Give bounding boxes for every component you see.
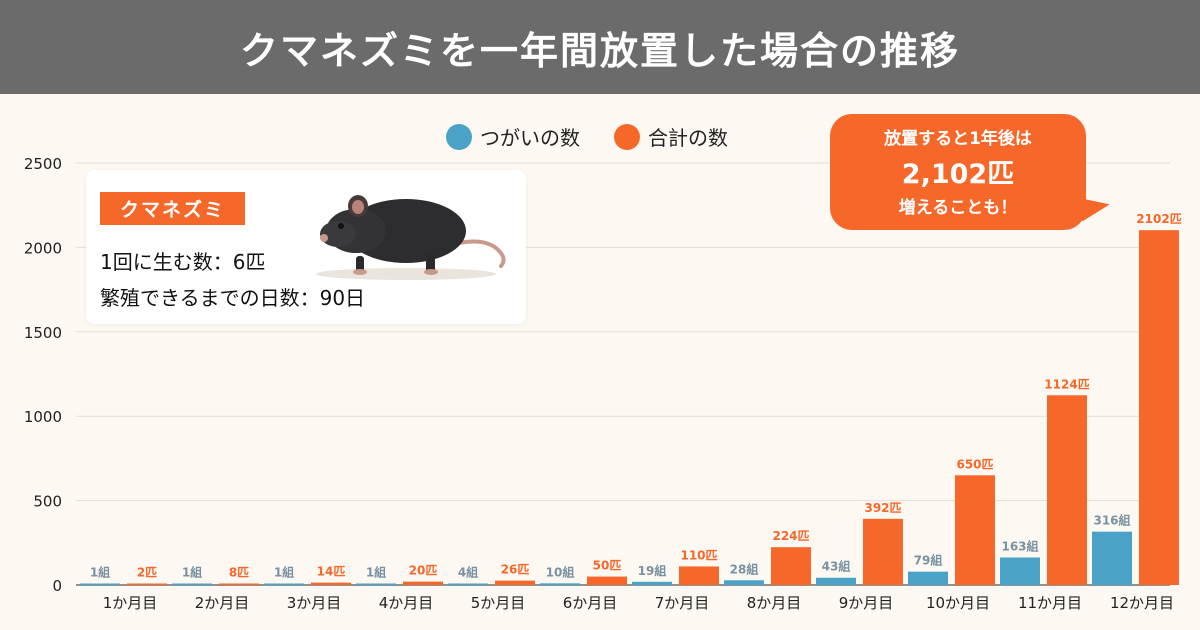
pairs-bar-12 <box>1092 531 1132 585</box>
pairs-bar-6 <box>540 583 580 585</box>
pairs-data-label-8: 28組 <box>730 561 759 576</box>
y-tick-label-1: 500 <box>33 493 62 511</box>
total-bar-3 <box>311 582 351 585</box>
total-bar-11 <box>1047 395 1087 585</box>
legend-swatch-pairs <box>446 123 472 150</box>
x-tick-label-8: 8か月目 <box>747 594 802 612</box>
total-data-label-6: 50匹 <box>593 559 622 573</box>
total-bar-10 <box>955 475 995 585</box>
total-bar-9 <box>863 518 903 585</box>
total-data-label-5: 26匹 <box>501 563 530 577</box>
legend-label-pairs: つがいの数 <box>480 126 580 150</box>
pairs-bar-11 <box>1000 557 1040 585</box>
pairs-data-label-1: 1組 <box>90 565 110 580</box>
litter-size-text: 1回に生む数：6匹 <box>100 250 266 274</box>
x-tick-label-7: 7か月目 <box>655 594 710 612</box>
y-tick-label-2: 1000 <box>24 408 62 426</box>
y-tick-label-3: 1500 <box>24 324 62 342</box>
pairs-bar-7 <box>632 581 672 585</box>
page-title: クマネズミを一年間放置した場合の推移 <box>239 28 960 73</box>
total-bar-12 <box>1139 230 1179 585</box>
legend-item-total: 合計の数 <box>614 122 728 151</box>
total-bar-8 <box>771 547 811 585</box>
x-tick-label-1: 1か月目 <box>103 594 158 612</box>
total-data-label-7: 110匹 <box>680 548 717 562</box>
pairs-data-label-7: 19組 <box>638 563 667 578</box>
x-tick-label-11: 11か月目 <box>1018 594 1082 612</box>
x-tick-label-4: 4か月目 <box>379 594 434 612</box>
total-data-label-12: 2102匹 <box>1136 212 1181 226</box>
callout-line1: 放置すると1年後は <box>884 129 1032 149</box>
total-bar-4 <box>403 581 443 585</box>
bar-chart: 0 500 1000 1500 2000 2500 1か月目 1組 2匹 2か月目 1組 8匹 3か月目… <box>24 155 1182 612</box>
total-bar-1 <box>127 583 167 585</box>
callout-tail <box>1078 192 1112 222</box>
legend-swatch-total <box>614 123 640 150</box>
rat-illustration <box>316 195 506 280</box>
total-bar-6 <box>587 576 627 585</box>
y-tick-label-0: 0 <box>52 577 62 595</box>
x-tick-label-3: 3か月目 <box>287 594 342 612</box>
callout-line3: 増えることも！ <box>898 198 1018 218</box>
total-data-label-10: 650匹 <box>956 457 993 471</box>
pairs-data-label-4: 1組 <box>366 565 386 580</box>
pairs-data-label-9: 43組 <box>822 559 851 574</box>
total-bar-2 <box>219 583 259 585</box>
species-tag: クマネズミ <box>100 192 246 225</box>
total-data-label-1: 2匹 <box>137 566 157 580</box>
x-tick-label-9: 9か月目 <box>839 594 894 612</box>
chart-legend: つがいの数 合計の数 <box>446 122 748 151</box>
pairs-bar-1 <box>80 583 120 585</box>
total-data-label-3: 14匹 <box>317 565 346 579</box>
pairs-data-label-10: 79組 <box>914 553 943 568</box>
legend-label-total: 合計の数 <box>648 126 728 150</box>
total-data-label-4: 20匹 <box>409 564 438 578</box>
pairs-data-label-2: 1組 <box>182 565 202 580</box>
x-tick-label-5: 5か月目 <box>471 594 526 612</box>
y-tick-label-4: 2000 <box>24 239 62 257</box>
x-tick-label-10: 10か月目 <box>926 594 990 612</box>
breeding-days-text: 繁殖できるまでの日数：90日 <box>100 286 366 310</box>
header-bar: クマネズミを一年間放置した場合の推移 <box>0 0 1200 94</box>
pairs-bar-10 <box>908 571 948 585</box>
x-tick-label-6: 6か月目 <box>563 594 618 612</box>
total-data-label-8: 224匹 <box>772 529 809 543</box>
pairs-data-label-6: 10組 <box>546 564 575 579</box>
total-bar-5 <box>495 580 535 585</box>
pairs-bar-9 <box>816 577 856 585</box>
x-tick-label-12: 12か月目 <box>1110 594 1174 612</box>
pairs-bar-8 <box>724 580 764 585</box>
pairs-data-label-3: 1組 <box>274 565 294 580</box>
pairs-data-label-12: 316組 <box>1093 513 1130 528</box>
callout-bubble: 放置すると1年後は 2,102匹 増えることも！ <box>830 114 1086 230</box>
y-tick-label-5: 2500 <box>24 155 62 173</box>
pairs-bar-3 <box>264 583 304 585</box>
pairs-data-label-11: 163組 <box>1001 538 1038 553</box>
callout-total: 2,102匹 <box>901 159 1015 190</box>
total-data-label-2: 8匹 <box>229 566 249 580</box>
total-bar-7 <box>679 566 719 585</box>
pairs-data-label-5: 4組 <box>458 565 478 580</box>
legend-item-pairs: つがいの数 <box>446 122 580 151</box>
total-data-label-11: 1124匹 <box>1044 377 1089 391</box>
pairs-bar-5 <box>448 583 488 585</box>
pairs-bar-2 <box>172 583 212 585</box>
pairs-bar-4 <box>356 583 396 585</box>
total-data-label-9: 392匹 <box>864 501 901 515</box>
x-tick-label-2: 2か月目 <box>195 594 250 612</box>
